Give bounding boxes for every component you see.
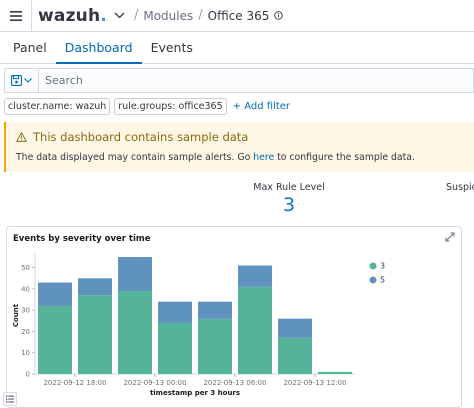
bar-series-3-1 [78, 295, 112, 374]
x-tick-label: 2022-09-13 06:00 [203, 379, 266, 387]
search-input[interactable] [39, 70, 473, 91]
callout-body: The data displayed may contain sample al… [16, 152, 464, 163]
metric-label-suspicious: Suspicious [446, 182, 474, 193]
y-tick-label: 20 [21, 328, 30, 336]
legend-toggle-button[interactable] [3, 392, 17, 406]
y-tick-label: 0 [26, 371, 30, 379]
top-header: wazuh. / Modules / Office 365 [0, 0, 474, 32]
callout-title: This dashboard contains sample data [16, 130, 464, 144]
bar-series-3-7 [318, 371, 352, 374]
y-tick-label: 10 [21, 349, 30, 357]
saved-queries-button[interactable] [5, 69, 39, 92]
y-tick-label: 50 [21, 264, 30, 272]
bar-series-3-6 [278, 337, 312, 374]
panel-title: Events by severity over time [13, 234, 151, 244]
filter-pill-rule-groups[interactable]: rule.groups: office365 [114, 97, 227, 115]
logo-text: wazuh [38, 5, 101, 26]
x-tick-label: 2022-09-13 12:00 [283, 379, 346, 387]
bar-series-5-4 [198, 301, 232, 319]
events-by-severity-panel: 0 10 20 30 40 50 Count 2022-09-12 18:00 2022-09-… [6, 226, 462, 408]
legend-label-3[interactable]: 3 [380, 262, 385, 271]
breadcrumb-current: Office 365 [207, 8, 270, 23]
bar-series-5-5 [238, 265, 272, 287]
filter-bar: cluster.name: wazuh rule.groups: office3… [4, 96, 290, 116]
legend-swatch-3 [369, 262, 377, 270]
x-tick-label: 2022-09-12 18:00 [43, 379, 106, 387]
y-tick-label: 40 [21, 285, 30, 293]
callout-body-start: The data displayed may contain sample al… [16, 152, 254, 163]
breadcrumb-separator: / [133, 8, 139, 23]
x-axis-label: timestamp per 3 hours [150, 389, 240, 397]
chevron-down-icon [24, 78, 32, 83]
breadcrumb-separator: / [198, 8, 203, 23]
tab-dashboard[interactable]: Dashboard [55, 32, 142, 64]
legend-swatch-5 [369, 276, 377, 284]
x-tick-label: 2022-09-13 00:00 [123, 379, 186, 387]
metric-value-max-rule-level: 3 [282, 194, 296, 216]
callout-body-end: to configure the sample data. [274, 152, 415, 163]
configure-sample-data-link[interactable]: here [253, 152, 275, 163]
tab-events[interactable]: Events [150, 40, 193, 55]
hamburger-icon [9, 10, 22, 21]
bar-series-5-0 [38, 282, 72, 306]
breadcrumb-modules[interactable]: Modules [143, 8, 194, 23]
bar-series-3-0 [38, 305, 72, 374]
bar-series-3-2 [118, 291, 152, 374]
list-icon [6, 395, 14, 403]
query-bar [4, 68, 474, 93]
info-icon[interactable] [274, 11, 284, 20]
module-tabs: Panel Dashboard Events [0, 32, 474, 64]
bar-series-5-2 [118, 257, 152, 292]
bar-series-5-6 [278, 318, 312, 338]
add-filter-button[interactable]: + Add filter [232, 100, 290, 112]
warning-icon [16, 132, 27, 142]
events-by-severity-chart: 0 10 20 30 40 50 Count 2022-09-12 18:00 2022-09-… [12, 253, 385, 397]
bar-series-3-4 [198, 318, 232, 374]
metrics-row: Max Rule Level 3 Suspicious [0, 176, 474, 224]
logo-dot: . [100, 5, 107, 26]
save-icon [11, 75, 22, 86]
menu-button[interactable] [0, 0, 32, 32]
sample-data-callout: This dashboard contains sample data The … [4, 122, 474, 172]
tab-panel[interactable]: Panel [13, 40, 47, 55]
callout-title-text: This dashboard contains sample data [33, 130, 249, 144]
bar-series-3-5 [238, 286, 272, 374]
y-tick-label: 30 [21, 307, 30, 315]
metric-label-max-rule-level: Max Rule Level [253, 182, 325, 193]
wazuh-logo[interactable]: wazuh. [38, 6, 107, 26]
y-axis-label: Count [12, 303, 20, 327]
legend-label-5[interactable]: 5 [380, 276, 385, 285]
bar-series-5-1 [78, 278, 112, 296]
bar-series-3-3 [158, 322, 192, 374]
bar-series-5-3 [158, 301, 192, 323]
chevron-down-icon[interactable] [114, 12, 125, 19]
filter-pill-cluster[interactable]: cluster.name: wazuh [4, 97, 111, 115]
expand-icon[interactable] [445, 232, 455, 242]
